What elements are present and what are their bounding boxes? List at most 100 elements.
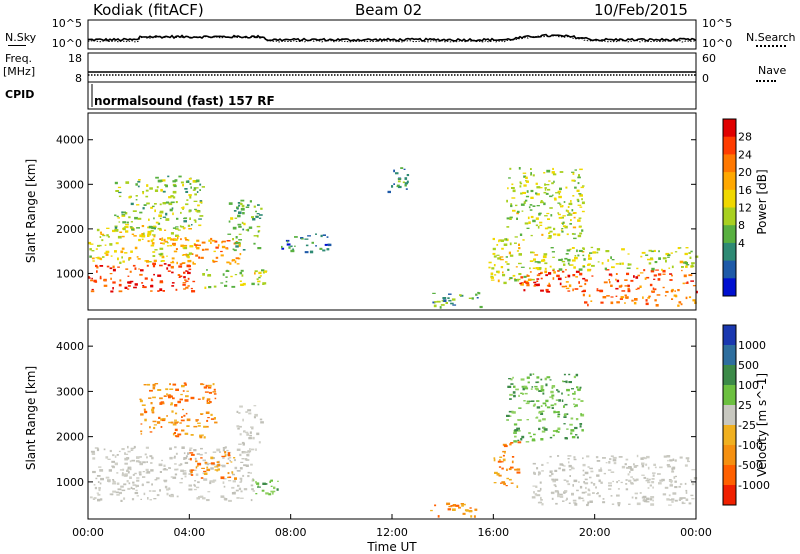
data-cell: [555, 399, 558, 401]
data-cell: [176, 495, 179, 498]
data-cell: [615, 273, 618, 275]
data-cell: [136, 204, 140, 206]
data-cell: [262, 482, 266, 485]
data-cell: [224, 454, 227, 457]
data-cell: [551, 473, 554, 476]
data-cell: [636, 454, 639, 458]
data-cell: [543, 202, 546, 206]
data-cell: [259, 275, 262, 277]
data-cell: [549, 396, 553, 398]
data-cell: [575, 434, 578, 436]
data-cell: [137, 180, 141, 183]
data-cell: [659, 479, 663, 482]
data-cell: [509, 167, 512, 170]
data-cell: [511, 187, 515, 189]
data-cell: [241, 274, 244, 277]
data-cell: [119, 469, 123, 471]
data-cell: [558, 195, 562, 199]
data-cell: [201, 434, 204, 436]
data-cell: [213, 250, 216, 253]
data-cell: [88, 277, 91, 279]
data-cell: [652, 472, 656, 474]
data-cell: [460, 294, 464, 297]
data-cell: [185, 270, 187, 272]
data-cell: [244, 458, 248, 461]
data-cell: [127, 275, 130, 277]
data-cell: [290, 249, 295, 253]
data-cell: [142, 207, 145, 210]
data-cell: [541, 259, 545, 262]
data-cell: [625, 458, 629, 461]
data-cell: [596, 289, 600, 292]
data-cell: [251, 427, 254, 430]
data-cell: [99, 275, 102, 278]
data-cell: [525, 176, 528, 180]
data-cell: [521, 435, 525, 439]
data-cell: [580, 186, 584, 189]
data-cell: [565, 186, 568, 189]
data-cell: [668, 267, 671, 269]
data-cell: [139, 399, 143, 403]
data-cell: [130, 447, 135, 449]
data-cell: [508, 251, 511, 255]
data-cell: [537, 261, 541, 264]
data-cell: [165, 218, 170, 221]
data-cell: [563, 479, 567, 481]
data-cell: [224, 451, 227, 454]
data-cell: [566, 497, 568, 500]
data-cell: [582, 266, 586, 268]
data-cell: [166, 415, 168, 417]
data-cell: [691, 262, 695, 265]
data-cell: [469, 510, 473, 512]
data-cell: [186, 254, 191, 256]
data-cell: [630, 476, 633, 478]
data-cell: [514, 435, 517, 438]
data-cell: [300, 237, 304, 240]
data-cell: [552, 167, 554, 170]
data-cell: [152, 420, 157, 423]
data-cell: [90, 450, 95, 453]
ytick-label: 3000: [56, 178, 84, 191]
data-cell: [177, 229, 181, 231]
ytick-label: 4000: [56, 134, 84, 147]
data-cell: [672, 466, 676, 470]
data-cell: [504, 238, 506, 241]
data-cell: [159, 489, 161, 492]
data-cell: [608, 484, 612, 487]
data-cell: [169, 383, 171, 386]
data-cell: [533, 251, 535, 254]
data-cell: [629, 471, 631, 474]
data-cell: [648, 295, 651, 298]
data-cell: [612, 456, 617, 459]
data-cell: [199, 495, 204, 498]
data-cell: [521, 385, 526, 388]
data-cell: [179, 275, 183, 278]
data-cell: [153, 217, 155, 220]
data-cell: [178, 175, 182, 178]
data-cell: [213, 393, 217, 395]
data-cell: [110, 255, 113, 257]
data-cell: [121, 473, 125, 477]
data-cell: [195, 187, 199, 189]
data-cell: [536, 205, 540, 207]
data-cell: [206, 466, 209, 469]
data-cell: [210, 413, 213, 416]
data-cell: [496, 472, 500, 476]
data-cell: [192, 189, 196, 191]
data-cell: [183, 457, 188, 460]
data-cell: [488, 261, 492, 264]
data-cell: [434, 301, 437, 303]
data-cell: [185, 395, 189, 398]
data-cell: [567, 458, 570, 460]
data-cell: [503, 243, 508, 246]
data-cell: [121, 211, 124, 214]
data-cell: [695, 255, 699, 258]
data-cell: [509, 415, 512, 417]
nsky-legend-line: [8, 45, 26, 46]
data-cell: [545, 274, 548, 277]
data-cell: [315, 233, 317, 235]
data-cell: [513, 423, 518, 426]
data-cell: [493, 264, 496, 267]
data-cell: [575, 404, 578, 407]
data-cell: [557, 390, 560, 393]
